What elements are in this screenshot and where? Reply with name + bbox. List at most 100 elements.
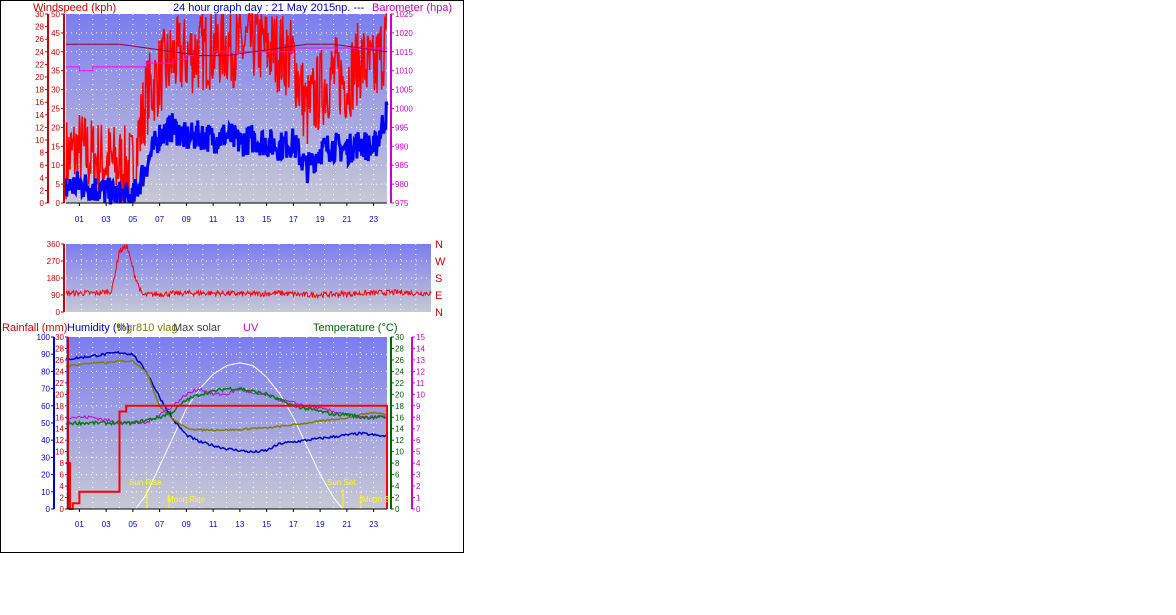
humidity-axis-tick-label: 20 (41, 471, 50, 480)
top-hour-axis-tick-label: 13 (235, 215, 244, 224)
wind-inner-axis-tick-label: 25 (51, 105, 60, 114)
barometer-axis-tick-label: 1005 (395, 86, 413, 95)
weather-graph-frame: Windspeed (kph) 24 hour graph day : 21 M… (0, 0, 464, 553)
top-hour-axis-tick-label: 17 (289, 215, 298, 224)
rainfall-axis-tick-label: 18 (55, 402, 64, 411)
rainfall-axis-tick-label: 24 (55, 367, 64, 376)
wind-inner-axis-tick-label: 5 (56, 180, 61, 189)
barometer-axis-tick-label: 1015 (395, 48, 413, 57)
uv-axis-tick-label: 9 (416, 402, 421, 411)
uv-axis-tick-label: 0 (416, 505, 421, 514)
sun-rise-label: Sun Rise (129, 478, 162, 487)
rainfall-axis-label: Rainfall (mm) (2, 322, 67, 334)
top-hour-axis-tick-label: 03 (102, 215, 111, 224)
wind-outer-axis-tick-label: 26 (35, 35, 44, 44)
wind-inner-axis-tick-label: 10 (51, 161, 60, 170)
temperature-axis-tick-label: 8 (395, 459, 400, 468)
direction-axis-tick-label: 90 (51, 291, 60, 300)
bottom-hour-axis-tick-label: 15 (262, 520, 271, 529)
wind-outer-axis-tick-label: 6 (40, 161, 45, 170)
sensor-humidity-series (65, 359, 388, 432)
direction-axis-tick-label: 270 (47, 257, 61, 266)
wind-outer-axis-tick-label: 0 (40, 199, 45, 208)
wind-inner-axis-tick-label: 35 (51, 67, 60, 76)
dir-label-w: W (435, 256, 446, 268)
direction-panel-grid (66, 244, 431, 312)
wind-inner-axis-tick-label: 30 (51, 86, 60, 95)
wind-outer-axis-tick-label: 14 (35, 111, 44, 120)
rainfall-axis-tick-label: 4 (60, 482, 65, 491)
rainfall-axis-tick-label: 12 (55, 436, 64, 445)
rainfall-axis-tick-label: 22 (55, 379, 64, 388)
barometer-axis-tick-label: 1020 (395, 29, 413, 38)
barometer-axis-tick-label: 990 (395, 142, 409, 151)
direction-axis-tick-label: 0 (56, 308, 61, 317)
moon-set-label: Moon S (362, 495, 390, 504)
barometer-axis-tick-label: 985 (395, 161, 409, 170)
wind-outer-axis-tick-label: 24 (35, 48, 44, 57)
uv-axis-tick-label: 10 (416, 390, 425, 399)
humidity-axis-tick-label: 40 (41, 436, 50, 445)
temperature-axis-tick-label: 28 (395, 344, 404, 353)
wind-inner-axis-tick-label: 40 (51, 48, 60, 57)
wind-inner-axis-tick-label: 15 (51, 142, 60, 151)
uv-axis-tick-label: 2 (416, 482, 421, 491)
rainfall-axis-tick-label: 2 (60, 494, 65, 503)
axes-layer: 0246810121416182022242628300510152025303… (35, 10, 425, 529)
barometer-axis-tick-label: 975 (395, 199, 409, 208)
bottom-hour-axis-tick-label: 01 (75, 520, 84, 529)
uv-axis-tick-label: 12 (416, 367, 425, 376)
temperature-axis-tick-label: 26 (395, 356, 404, 365)
humidity-axis-tick-label: 70 (41, 385, 50, 394)
barometer-axis-tick-label: 1000 (395, 105, 413, 114)
rainfall-axis-tick-label: 30 (55, 333, 64, 342)
wind-outer-axis-tick-label: 12 (35, 123, 44, 132)
humidity-axis-tick-label: 60 (41, 402, 50, 411)
uv-axis-label: UV (243, 322, 259, 334)
weather-graph: Windspeed (kph) 24 hour graph day : 21 M… (2, 2, 452, 529)
uv-axis-tick-label: 4 (416, 459, 421, 468)
rainfall-axis-tick-label: 16 (55, 413, 64, 422)
wind-outer-axis-tick-label: 10 (35, 136, 44, 145)
temperature-axis-tick-label: 24 (395, 367, 404, 376)
bottom-hour-axis-tick-label: 23 (369, 520, 378, 529)
temperature-axis-tick-label: 6 (395, 471, 400, 480)
wind-outer-axis-tick-label: 22 (35, 60, 44, 69)
bottom-hour-axis-tick-label: 17 (289, 520, 298, 529)
humidity-axis-tick-label: 30 (41, 453, 50, 462)
humidity-axis-tick-label: 10 (41, 488, 50, 497)
top-hour-axis-tick-label: 07 (155, 215, 164, 224)
barometer-axis-tick-label: 995 (395, 123, 409, 132)
temperature-axis-tick-label: 22 (395, 379, 404, 388)
temperature-axis-tick-label: 0 (395, 505, 400, 514)
uv-axis-tick-label: 13 (416, 356, 425, 365)
humidity-axis-tick-label: 0 (46, 505, 51, 514)
dir-label-e: E (435, 290, 442, 302)
bottom-hour-axis-tick-label: 03 (102, 520, 111, 529)
temperature-axis-tick-label: 20 (395, 390, 404, 399)
gust-series (64, 101, 389, 205)
top-hour-axis-tick-label: 01 (75, 215, 84, 224)
max-solar-axis-label: Max solar (173, 322, 221, 334)
uv-axis-tick-label: 1 (416, 494, 421, 503)
dir-label-n-bottom: N (435, 307, 443, 319)
uv-axis-tick-label: 8 (416, 413, 421, 422)
top-hour-axis-tick-label: 11 (209, 215, 218, 224)
wind-outer-axis-tick-label: 8 (40, 149, 45, 158)
rainfall-axis-tick-label: 14 (55, 425, 64, 434)
temperature-axis-tick-label: 2 (395, 494, 400, 503)
wind-outer-axis-tick-label: 16 (35, 98, 44, 107)
sun-set-label: Sun Set (327, 478, 356, 487)
temperature-axis-label: Temperature (°C) (313, 322, 397, 334)
windspeed-axis-label: Windspeed (kph) (33, 2, 116, 14)
bottom-hour-axis-tick-label: 19 (316, 520, 325, 529)
wind-outer-axis-tick-label: 28 (35, 23, 44, 32)
wind-inner-axis-tick-label: 45 (51, 29, 60, 38)
barometer-axis-tick-label: 1025 (395, 10, 413, 19)
rainfall-axis-tick-label: 20 (55, 390, 64, 399)
wind-inner-axis-tick-label: 20 (51, 123, 60, 132)
graph-title: 24 hour graph day : 21 May 2015np. --- (173, 2, 365, 14)
direction-axis-tick-label: 180 (47, 274, 61, 283)
rainfall-axis-tick-label: 26 (55, 356, 64, 365)
uv-axis-tick-label: 6 (416, 436, 421, 445)
